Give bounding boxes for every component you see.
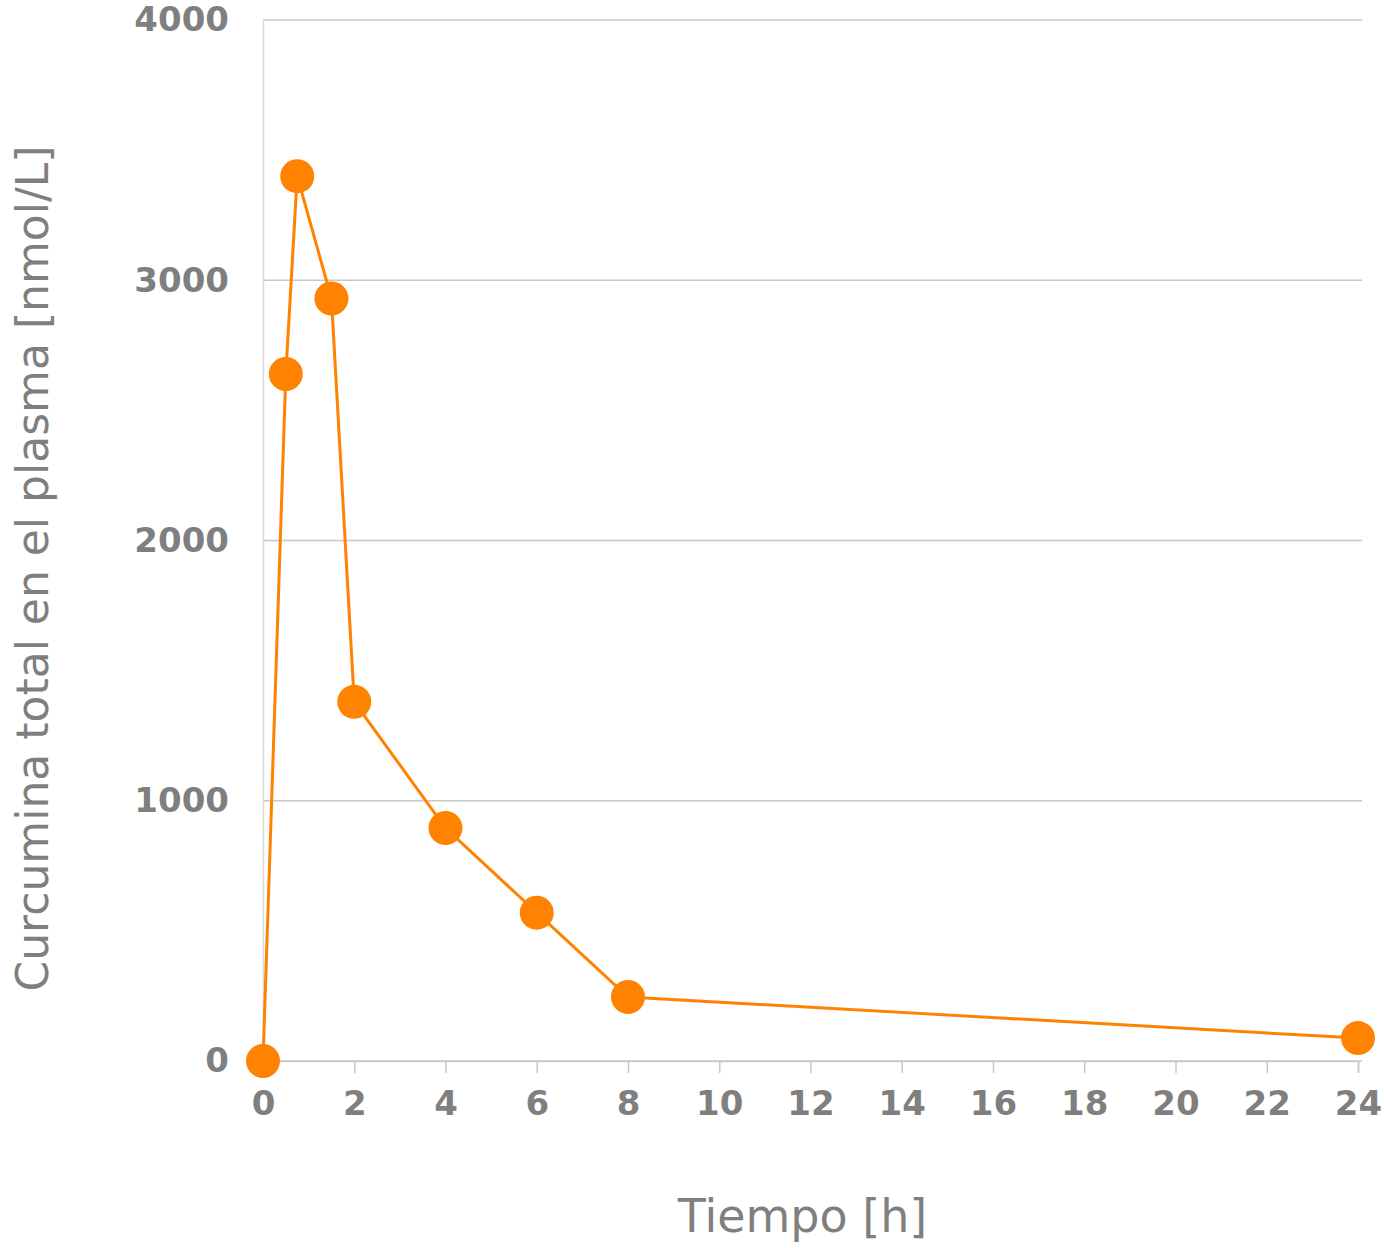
x-tick: 18	[1061, 1061, 1108, 1123]
grid-line	[263, 540, 1362, 542]
point	[520, 896, 554, 930]
x-tick-mark	[445, 1061, 447, 1073]
x-tick: 12	[787, 1061, 834, 1123]
y-axis-title: Curcumina total en el plasma [nmol/L]	[7, 146, 58, 992]
x-tick-mark	[628, 1061, 630, 1073]
y-tick-label: 3000	[134, 260, 229, 300]
grid-line	[263, 19, 1362, 21]
x-tick-label: 6	[525, 1083, 549, 1123]
x-tick-label: 12	[787, 1083, 834, 1123]
y-tick-label: 1000	[134, 780, 229, 820]
x-tick: 16	[970, 1061, 1017, 1123]
x-tick: 14	[879, 1061, 926, 1123]
y-axis-line	[263, 21, 265, 1062]
x-tick-label: 10	[696, 1083, 743, 1123]
point	[246, 1044, 280, 1078]
x-tick-mark	[537, 1061, 539, 1073]
y-tick-label: 0	[205, 1040, 229, 1080]
y-tick: 4000	[134, 0, 263, 39]
x-tick: 22	[1244, 1061, 1291, 1123]
x-tick-label: 16	[970, 1083, 1017, 1123]
x-tick-label: 18	[1061, 1083, 1108, 1123]
y-tick: 1000	[134, 780, 263, 820]
x-tick-mark	[1175, 1061, 1177, 1073]
y-tick-label: 2000	[134, 520, 229, 560]
x-tick-mark	[1358, 1061, 1360, 1073]
x-tick: 2	[343, 1061, 367, 1123]
grid-line	[263, 280, 1362, 282]
point	[280, 159, 314, 193]
plot: 01000200030004000024681012141618202224	[134, 0, 1382, 1123]
x-tick-label: 2	[343, 1083, 367, 1123]
point	[337, 685, 371, 719]
x-tick-label: 20	[1152, 1083, 1199, 1123]
x-axis: 024681012141618202224	[252, 1061, 1383, 1123]
point	[429, 811, 463, 845]
x-tick-mark	[719, 1061, 721, 1073]
x-tick-label: 8	[617, 1083, 641, 1123]
x-tick-mark	[902, 1061, 904, 1073]
x-tick-label: 4	[434, 1083, 458, 1123]
y-axis: 0 1000 2000 3000 4000	[134, 0, 263, 1080]
x-tick: 4	[434, 1061, 458, 1123]
x-tick-label: 24	[1335, 1083, 1382, 1123]
line	[263, 176, 1358, 1061]
x-tick-label: 14	[879, 1083, 926, 1123]
x-tick: 24	[1335, 1061, 1382, 1123]
point	[611, 980, 645, 1014]
y-tick: 3000	[134, 260, 263, 300]
x-tick-mark	[1084, 1061, 1086, 1073]
point	[314, 281, 348, 315]
x-tick: 8	[617, 1061, 641, 1123]
x-tick-mark	[354, 1061, 356, 1073]
x-tick-mark	[993, 1061, 995, 1073]
point	[269, 357, 303, 391]
y-tick-label: 4000	[134, 0, 229, 39]
y-tick: 2000	[134, 520, 263, 560]
x-tick-label: 0	[252, 1083, 276, 1123]
x-tick: 10	[696, 1061, 743, 1123]
x-tick-mark	[1267, 1061, 1269, 1073]
x-axis-title: Tiempo [h]	[677, 1189, 928, 1243]
series	[246, 159, 1375, 1078]
x-tick-label: 22	[1244, 1083, 1291, 1123]
x-tick: 20	[1152, 1061, 1199, 1123]
x-tick-mark	[810, 1061, 812, 1073]
x-axis-line	[264, 1062, 1359, 1074]
point	[1341, 1021, 1375, 1055]
grid	[263, 20, 1362, 1061]
x-tick: 6	[525, 1061, 549, 1123]
chart: 01000200030004000024681012141618202224Ti…	[0, 0, 1384, 1248]
